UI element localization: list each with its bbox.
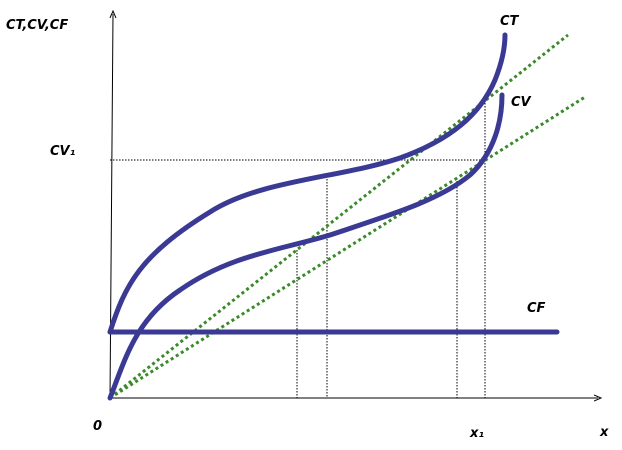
cv-label: CV bbox=[511, 95, 532, 110]
y-label: CT,CV,CF bbox=[6, 18, 68, 33]
cv1-label: CV₁ bbox=[50, 144, 76, 159]
guides bbox=[110, 97, 486, 398]
rays bbox=[109, 33, 586, 400]
curves bbox=[107, 32, 560, 401]
x1-label: x₁ bbox=[469, 426, 484, 441]
cf-label: CF bbox=[527, 301, 546, 316]
cv-curve bbox=[107, 92, 505, 401]
ct-curve bbox=[107, 32, 508, 335]
x-label: x bbox=[599, 425, 609, 440]
y-axis bbox=[109, 14, 113, 399]
origin-label: 0 bbox=[93, 419, 102, 434]
ct-label: CT bbox=[500, 14, 520, 29]
